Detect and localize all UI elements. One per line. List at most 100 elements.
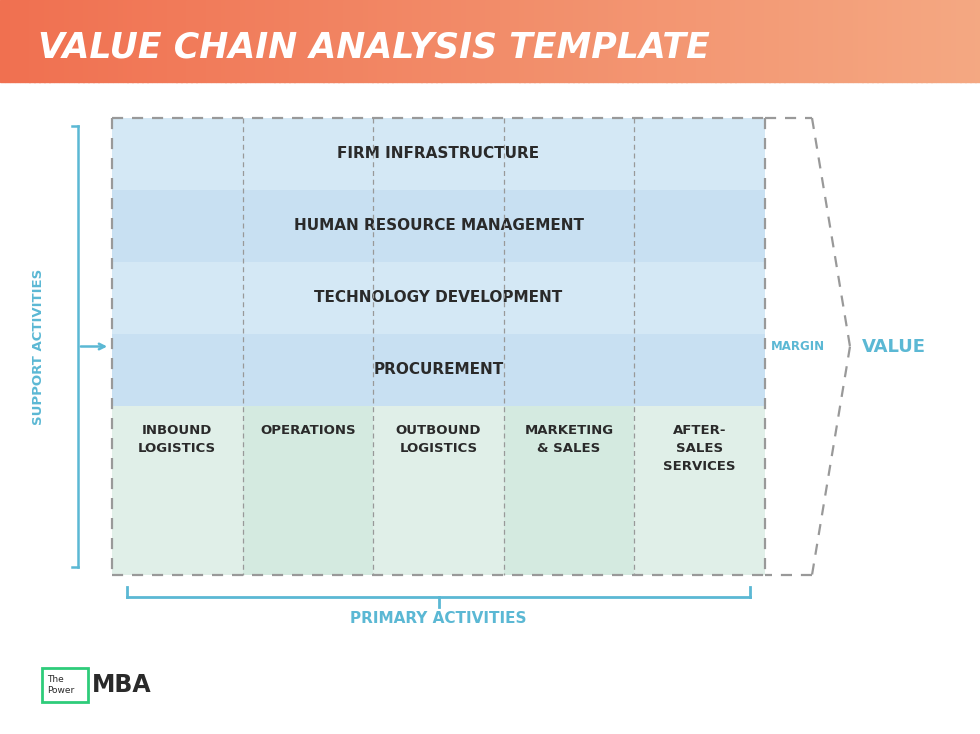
Bar <box>368 0 373 82</box>
Bar <box>730 0 736 82</box>
Bar <box>196 0 202 82</box>
Bar <box>867 0 873 82</box>
Bar <box>818 0 824 82</box>
Bar <box>485 0 491 82</box>
Bar <box>284 0 290 82</box>
Bar <box>804 0 809 82</box>
Bar <box>363 0 368 82</box>
Bar <box>416 0 422 82</box>
Bar <box>402 0 408 82</box>
Bar <box>475 0 481 82</box>
Bar <box>671 0 677 82</box>
Bar <box>480 0 486 82</box>
Bar <box>250 0 256 82</box>
Bar <box>774 0 780 82</box>
Bar <box>642 0 648 82</box>
Bar <box>78 0 84 82</box>
Bar <box>112 262 765 334</box>
Text: VALUE: VALUE <box>862 338 926 355</box>
Bar <box>691 0 697 82</box>
Bar <box>843 0 849 82</box>
Bar <box>431 0 437 82</box>
Bar <box>338 0 344 82</box>
Bar <box>916 0 922 82</box>
Bar <box>446 0 452 82</box>
Bar <box>706 0 711 82</box>
Bar <box>426 0 432 82</box>
Bar <box>112 406 243 575</box>
Bar <box>34 0 40 82</box>
Bar <box>309 0 315 82</box>
Bar <box>755 0 760 82</box>
Bar <box>260 0 266 82</box>
Bar <box>784 0 790 82</box>
Bar <box>191 0 197 82</box>
Bar <box>799 0 805 82</box>
Bar <box>833 0 839 82</box>
Bar <box>456 0 462 82</box>
Bar <box>960 0 966 82</box>
Bar <box>118 0 123 82</box>
Bar <box>314 0 319 82</box>
Text: INBOUND
LOGISTICS: INBOUND LOGISTICS <box>138 424 217 455</box>
Text: PRIMARY ACTIVITIES: PRIMARY ACTIVITIES <box>350 611 527 626</box>
Bar <box>392 0 398 82</box>
Bar <box>549 0 555 82</box>
Text: TECHNOLOGY DEVELOPMENT: TECHNOLOGY DEVELOPMENT <box>315 291 563 305</box>
Text: VALUE CHAIN ANALYSIS TEMPLATE: VALUE CHAIN ANALYSIS TEMPLATE <box>38 30 710 64</box>
Bar <box>387 0 393 82</box>
Bar <box>500 0 506 82</box>
Bar <box>936 0 942 82</box>
Bar <box>39 0 45 82</box>
Bar <box>975 0 980 82</box>
Bar <box>848 0 854 82</box>
Bar <box>421 0 427 82</box>
Bar <box>167 0 172 82</box>
Bar <box>103 0 109 82</box>
Bar <box>858 0 863 82</box>
Bar <box>764 0 770 82</box>
Bar <box>333 0 339 82</box>
Bar <box>838 0 844 82</box>
Bar <box>59 0 65 82</box>
Text: OUTBOUND
LOGISTICS: OUTBOUND LOGISTICS <box>396 424 481 455</box>
Bar <box>157 0 163 82</box>
Bar <box>504 406 634 575</box>
Bar <box>657 0 662 82</box>
Bar <box>686 0 692 82</box>
Bar <box>372 0 378 82</box>
Bar <box>243 406 373 575</box>
Bar <box>862 0 868 82</box>
Bar <box>911 0 917 82</box>
Bar <box>299 0 305 82</box>
Bar <box>112 334 765 406</box>
Text: The: The <box>47 675 64 684</box>
Bar <box>206 0 212 82</box>
Bar <box>461 0 466 82</box>
Bar <box>769 0 775 82</box>
Bar <box>568 0 574 82</box>
Bar <box>122 0 128 82</box>
Bar <box>235 0 241 82</box>
Bar <box>622 0 628 82</box>
Bar <box>926 0 932 82</box>
Text: PROCUREMENT: PROCUREMENT <box>373 363 504 377</box>
Bar <box>294 0 300 82</box>
Bar <box>152 0 158 82</box>
Bar <box>608 0 613 82</box>
Bar <box>882 0 888 82</box>
Bar <box>853 0 858 82</box>
Bar <box>176 0 182 82</box>
Text: OPERATIONS: OPERATIONS <box>260 424 356 437</box>
Bar <box>358 0 364 82</box>
Bar <box>701 0 707 82</box>
Bar <box>42 668 88 702</box>
Bar <box>211 0 217 82</box>
Bar <box>637 0 643 82</box>
Bar <box>64 0 70 82</box>
Bar <box>877 0 883 82</box>
Bar <box>441 0 447 82</box>
Bar <box>466 0 471 82</box>
Bar <box>436 0 442 82</box>
Bar <box>343 0 349 82</box>
